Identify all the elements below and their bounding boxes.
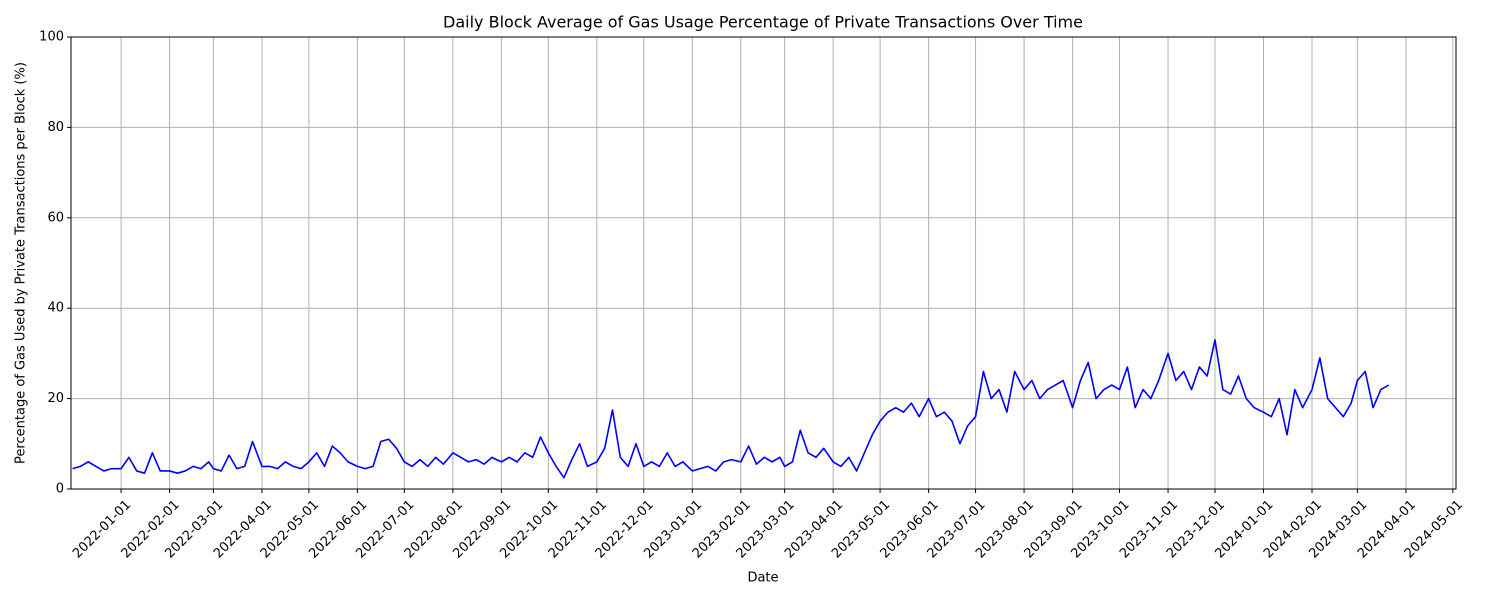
y-axis-label: Percentage of Gas Used by Private Transa…	[14, 62, 29, 464]
chart-title: Daily Block Average of Gas Usage Percent…	[443, 13, 1083, 32]
y-tick-label: 60	[47, 210, 64, 225]
x-axis-label: Date	[747, 571, 778, 586]
plot-frame	[70, 36, 1457, 490]
y-tick-label: 40	[47, 301, 64, 316]
y-tick-label: 100	[39, 30, 64, 45]
line	[72, 339, 1390, 479]
y-tick-label: 0	[56, 482, 64, 497]
y-tick-label: 20	[47, 391, 64, 406]
y-tick-label: 80	[47, 120, 64, 135]
